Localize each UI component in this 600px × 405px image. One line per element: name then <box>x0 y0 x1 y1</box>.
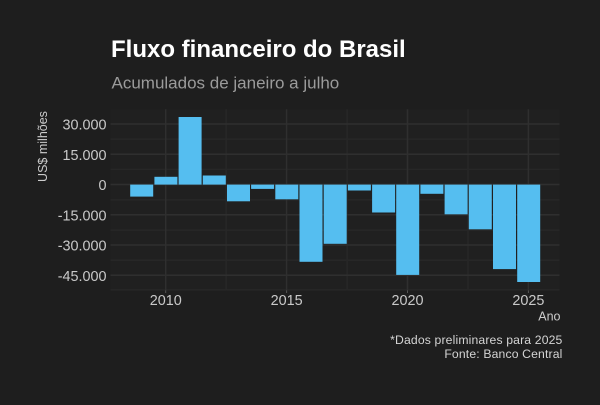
svg-text:Ano: Ano <box>538 310 560 324</box>
svg-text:-30.000: -30.000 <box>58 239 107 255</box>
svg-text:2025: 2025 <box>512 293 544 309</box>
svg-text:30.000: 30.000 <box>62 118 106 134</box>
svg-text:-15.000: -15.000 <box>58 208 107 224</box>
svg-text:0: 0 <box>98 178 106 194</box>
svg-text:Fluxo financeiro do Brasil: Fluxo financeiro do Brasil <box>111 36 406 63</box>
svg-text:15.000: 15.000 <box>62 148 106 164</box>
svg-text:US$ milhões: US$ milhões <box>36 111 50 182</box>
svg-text:Acumulados de janeiro a julho: Acumulados de janeiro a julho <box>112 73 340 92</box>
svg-text:2020: 2020 <box>391 293 423 309</box>
svg-text:-45.000: -45.000 <box>58 269 107 285</box>
svg-text:*Dados preliminares para 2025: *Dados preliminares para 2025 <box>390 333 562 347</box>
svg-text:Fonte: Banco Central: Fonte: Banco Central <box>444 347 562 361</box>
svg-text:2010: 2010 <box>150 293 182 309</box>
svg-text:2015: 2015 <box>271 293 303 309</box>
